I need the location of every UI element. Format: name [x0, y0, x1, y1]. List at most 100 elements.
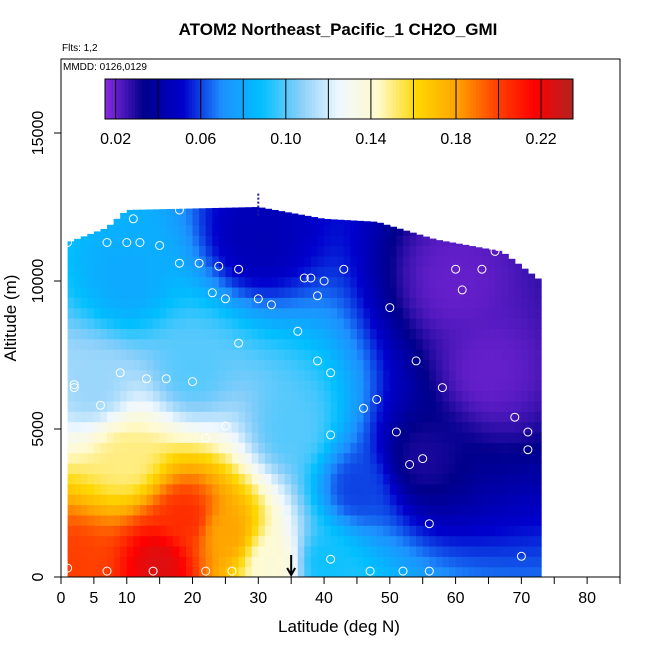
heatmap-cell [133, 421, 141, 433]
heatmap-cell [113, 556, 121, 568]
heatmap-cell [409, 266, 417, 278]
heatmap-cell [120, 494, 128, 506]
heatmap-cell [291, 494, 299, 506]
heatmap-cell [225, 525, 233, 537]
heatmap-cell [199, 494, 207, 506]
heatmap-cell [100, 545, 108, 557]
heatmap-cell [258, 369, 266, 381]
heatmap-cell [409, 494, 417, 506]
heatmap-cell [139, 400, 148, 412]
heatmap-cell [93, 525, 102, 537]
heatmap-cell [356, 483, 365, 495]
heatmap-cell [212, 297, 220, 309]
heatmap-cell [172, 556, 180, 568]
heatmap-cell [429, 286, 437, 298]
heatmap-cell [462, 473, 470, 485]
colorbar-segment [486, 79, 490, 119]
heatmap-cell [442, 318, 450, 329]
heatmap-cell [231, 245, 240, 257]
heatmap-cell [534, 369, 542, 381]
heatmap-cell [133, 286, 141, 298]
heatmap-cell [126, 266, 134, 278]
heatmap-cell [100, 266, 108, 278]
heatmap-cell [317, 545, 325, 557]
heatmap-cell [205, 349, 213, 361]
heatmap-cell [521, 504, 529, 516]
heatmap-cell [534, 421, 542, 433]
heatmap-cell [113, 286, 121, 298]
heatmap-cell [389, 286, 397, 298]
heatmap-cell [278, 369, 286, 381]
heatmap-cell [508, 369, 516, 381]
heatmap-cell [370, 349, 378, 361]
heatmap-cell [87, 380, 95, 392]
heatmap-cell [350, 545, 358, 557]
x-tick-label: 80 [578, 590, 596, 607]
heatmap-cell [310, 411, 319, 423]
observation-point [516, 551, 526, 561]
heatmap-cell [416, 483, 424, 495]
observation-point [299, 273, 309, 283]
heatmap-cell [225, 556, 233, 568]
heatmap-cell [304, 545, 312, 557]
heatmap-cell [488, 349, 496, 361]
heatmap-cell [264, 545, 273, 557]
heatmap-cell [455, 431, 463, 443]
heatmap-cell [205, 556, 213, 568]
heatmap-cell [435, 297, 444, 309]
heatmap-cell [343, 514, 351, 526]
heatmap-cell [462, 535, 470, 547]
heatmap-cell [310, 566, 319, 577]
heatmap-cell [376, 504, 384, 516]
heatmap-cell [212, 514, 220, 526]
heatmap-cell [80, 400, 88, 412]
heatmap-cell [199, 566, 207, 577]
heatmap-cell [501, 514, 509, 526]
heatmap-cell [389, 483, 397, 495]
heatmap-cell [370, 380, 378, 392]
heatmap-cell [376, 222, 384, 226]
heatmap-cell [501, 442, 509, 454]
heatmap-cell [409, 421, 417, 433]
heatmap-cell [205, 442, 213, 454]
heatmap-cell [278, 421, 286, 433]
heatmap-cell [449, 390, 457, 402]
heatmap-cell [343, 452, 351, 464]
colorbar-segment [268, 79, 273, 119]
heatmap-cell [126, 421, 134, 433]
heatmap-cell [107, 255, 115, 267]
heatmap-cell [370, 245, 378, 257]
heatmap-cell [139, 214, 148, 226]
heatmap-cell [310, 224, 319, 236]
heatmap-cell [501, 473, 509, 485]
heatmap-cell [376, 359, 384, 371]
heatmap-cell [113, 245, 121, 257]
heatmap-cell [409, 535, 417, 547]
heatmap-cell [126, 255, 134, 267]
heatmap-cell [80, 556, 88, 568]
heatmap-cell [284, 255, 292, 267]
heatmap-cell [376, 545, 384, 557]
heatmap-cell [527, 463, 536, 474]
heatmap-cell [383, 525, 391, 537]
heatmap-cell [159, 390, 167, 402]
heatmap-cell [245, 494, 253, 506]
heatmap-cell [218, 207, 227, 215]
heatmap-cell [166, 535, 174, 547]
heatmap-cell [376, 514, 384, 526]
heatmap-cell [442, 349, 450, 361]
x-tick-label: 30 [249, 590, 267, 607]
heatmap-cell [330, 390, 338, 402]
heatmap-cell [258, 494, 266, 506]
heatmap-cell [100, 359, 108, 371]
heatmap-cell [74, 442, 82, 454]
heatmap-cell [350, 483, 358, 495]
heatmap-cell [304, 566, 312, 577]
heatmap-cell [225, 328, 233, 340]
heatmap-cell [488, 369, 496, 381]
heatmap-cell [74, 276, 82, 288]
heatmap-cell [435, 266, 444, 278]
colorbar-segment [161, 79, 166, 119]
heatmap-cell [238, 318, 246, 329]
heatmap-cell [363, 224, 371, 236]
